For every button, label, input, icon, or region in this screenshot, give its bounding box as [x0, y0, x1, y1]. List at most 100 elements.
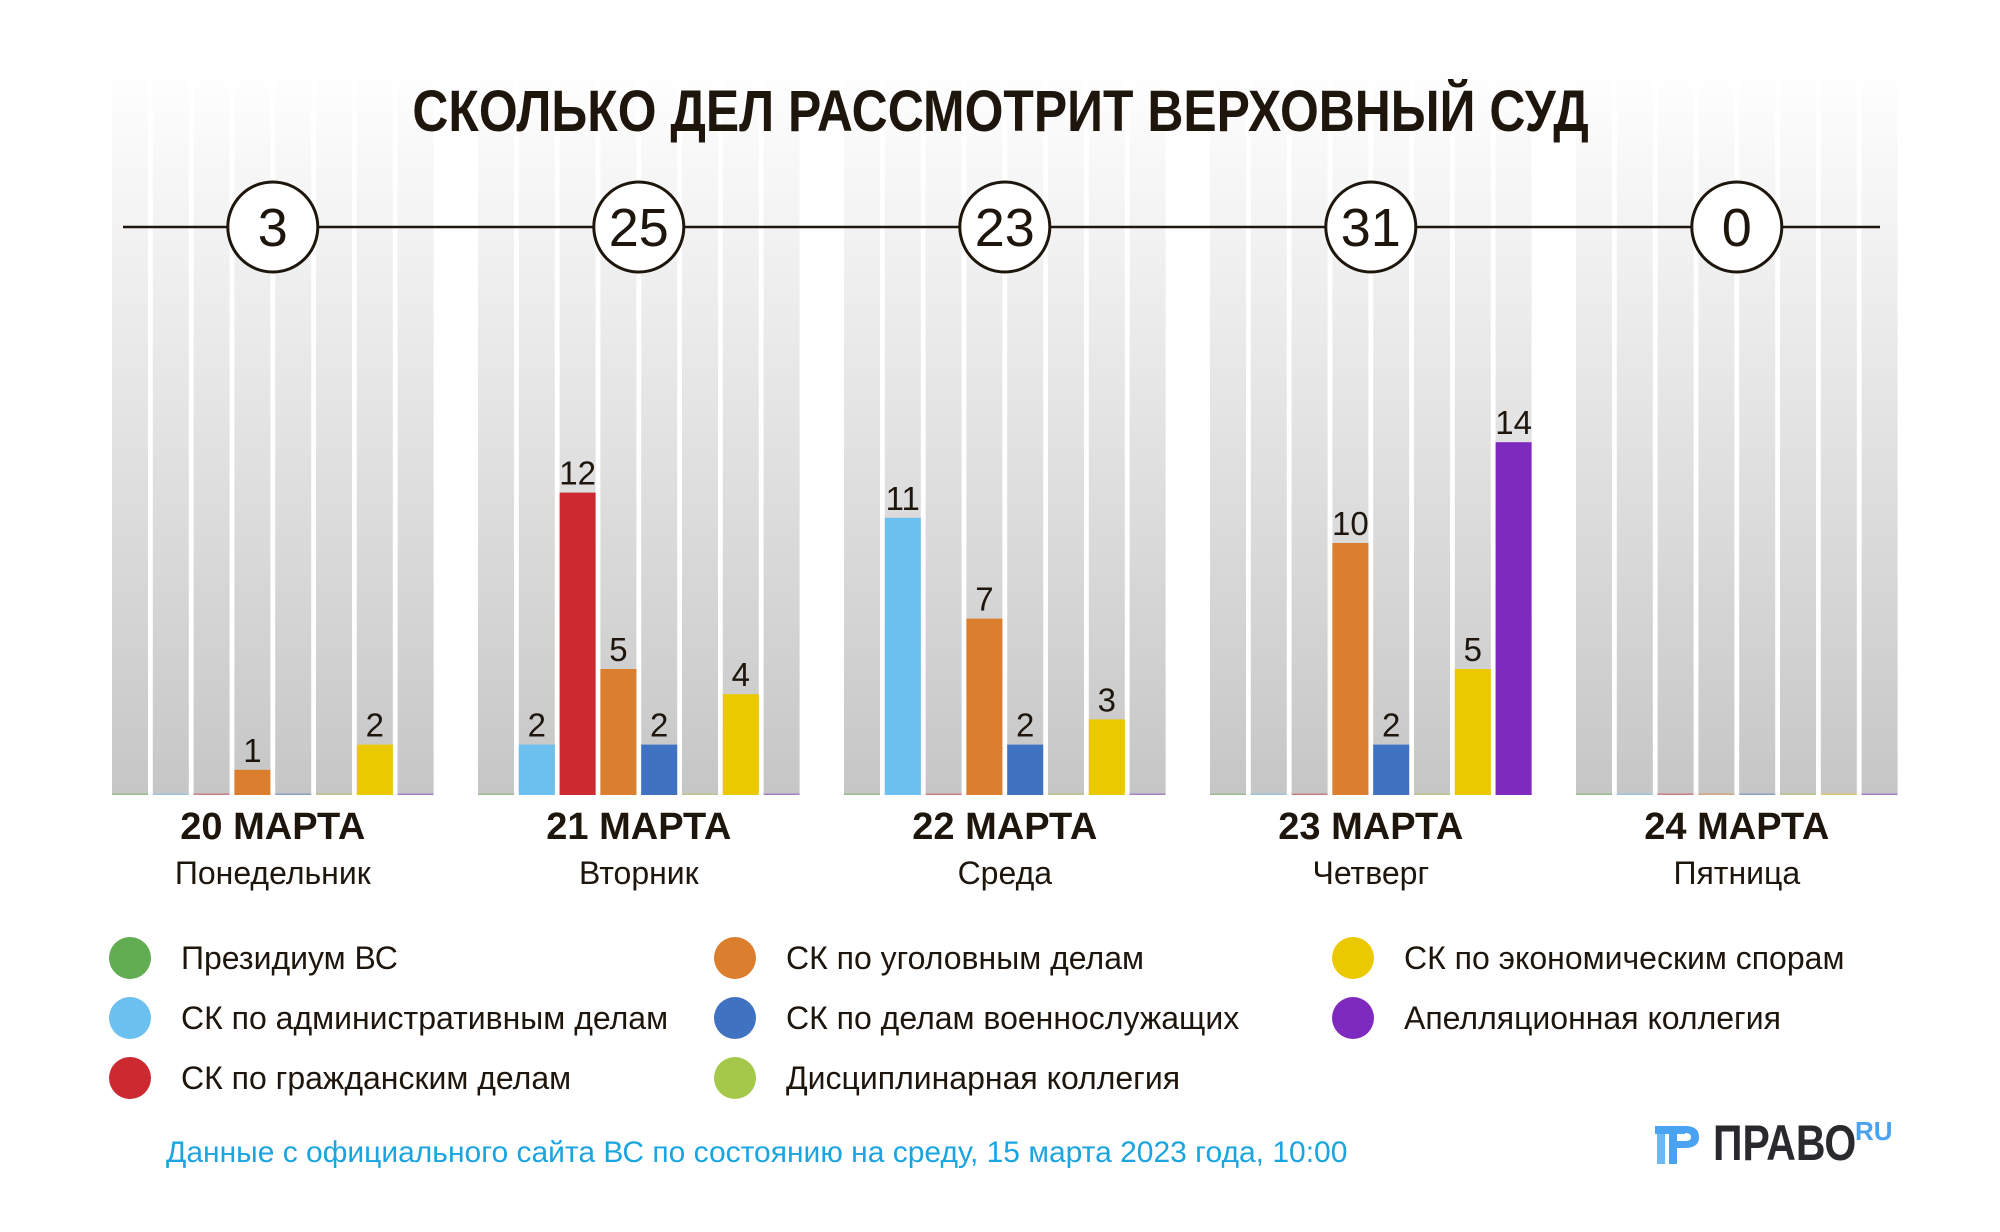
bar-value-label: 4 [732, 656, 750, 693]
column-baseline [1576, 793, 1612, 795]
legend-item: Президиум ВС [109, 936, 398, 980]
column-baseline [152, 793, 189, 795]
bar [722, 694, 759, 795]
logo-word: ПРАВО [1713, 1115, 1857, 1171]
day-date-label: 24 МАРТА [1644, 806, 1830, 848]
legend-label: СК по гражданским делам [181, 1059, 572, 1096]
background-column [1820, 65, 1857, 795]
background-column [193, 65, 230, 795]
column-baseline [1129, 793, 1166, 795]
legend-label: Президиум ВС [181, 939, 398, 976]
legend-color-dot-icon [1332, 997, 1374, 1039]
column-baseline [925, 793, 962, 795]
background-column [1657, 65, 1694, 795]
legend-item: СК по гражданским делам [109, 1056, 571, 1100]
background-column [275, 65, 312, 795]
background-column [356, 65, 393, 795]
bar-value-label: 2 [366, 707, 384, 744]
day-total-value: 0 [1722, 198, 1752, 258]
legend-item: СК по уголовным делам [714, 936, 1144, 980]
background-column [1698, 65, 1735, 795]
column-baseline [1780, 793, 1816, 795]
bar-value-label: 3 [1098, 681, 1116, 718]
bar [1332, 543, 1369, 795]
day-total-circle [1690, 180, 1784, 274]
day-total-value: 25 [609, 198, 669, 258]
bar-value-label: 1 [243, 732, 261, 769]
column-baseline [844, 793, 880, 795]
legend-label: СК по уголовным делам [786, 939, 1144, 976]
legend-label: СК по экономическим спорам [1404, 939, 1845, 976]
bar [600, 669, 637, 795]
legend-item: Апелляционная коллегия [1332, 996, 1781, 1040]
column-baseline [1861, 793, 1898, 795]
background-columns [112, 65, 1898, 795]
legend-color-dot-icon [109, 997, 151, 1039]
column-baseline [1616, 793, 1653, 795]
background-column [1616, 65, 1653, 795]
background-column [1576, 65, 1612, 795]
background-column [1414, 65, 1450, 795]
background-column [1088, 65, 1125, 795]
day-date-label: 21 МАРТА [546, 806, 732, 848]
background-column [478, 65, 514, 795]
bar-value-label: 2 [528, 707, 546, 744]
legend-color-dot-icon [714, 997, 756, 1039]
column-baseline [316, 793, 352, 795]
day-total-circle [592, 180, 686, 274]
background-column [1048, 65, 1084, 795]
legend-label: Дисциплинарная коллегия [786, 1059, 1181, 1096]
bar-value-label: 11 [886, 480, 920, 517]
background-column [112, 65, 148, 795]
bars [234, 442, 1532, 795]
background-column [722, 65, 759, 795]
column-baseline [1698, 793, 1735, 795]
day-total-circle [226, 180, 320, 274]
column-baseline [1739, 793, 1776, 795]
day-date-label: 22 МАРТА [912, 806, 1098, 848]
chart-title: СКОЛЬКО ДЕЛ РАССМОТРИТ ВЕРХОВНЫЙ СУД [412, 79, 1589, 144]
legend-color-dot-icon [714, 937, 756, 979]
background-column [844, 65, 880, 795]
background-column [152, 65, 189, 795]
pravo-logo-mark-icon [1655, 1126, 1699, 1164]
bar [884, 517, 921, 795]
bar [559, 492, 596, 795]
column-baseline [478, 793, 514, 795]
background-column [1373, 65, 1410, 795]
column-baseline [1048, 793, 1084, 795]
bar-value-label: 7 [975, 581, 993, 618]
background-column [763, 65, 800, 795]
column-baseline [1291, 793, 1328, 795]
pravo-ru-logo[interactable]: ПРАВО RU [1655, 1115, 1893, 1171]
column-baseline [1657, 793, 1694, 795]
background-column [234, 65, 271, 795]
background-column [1861, 65, 1898, 795]
legend-item: СК по делам военнослужащих [714, 996, 1239, 1040]
background-column [1007, 65, 1044, 795]
legend-item: СК по административным делам [109, 996, 668, 1040]
bar [1373, 744, 1410, 795]
column-baseline [193, 793, 230, 795]
legend-color-dot-icon [1332, 937, 1374, 979]
background-column [1739, 65, 1776, 795]
bar [1088, 719, 1125, 795]
background-column [925, 65, 962, 795]
bar-value-label: 5 [1464, 631, 1482, 668]
background-column [316, 65, 352, 795]
column-baseline [763, 793, 800, 795]
day-weekday-label: Вторник [578, 855, 699, 891]
day-total-circle [958, 180, 1052, 274]
legend-label: Апелляционная коллегия [1404, 999, 1781, 1036]
day-total-value: 31 [1341, 198, 1401, 258]
bar [1495, 442, 1532, 795]
legend-label: СК по административным делам [181, 999, 669, 1036]
bar-value-label: 2 [1382, 707, 1400, 744]
bar-value-label: 14 [1495, 404, 1532, 441]
column-baseline [1210, 793, 1246, 795]
bar [1007, 744, 1044, 795]
background-column [397, 65, 434, 795]
column-baseline [1250, 793, 1287, 795]
